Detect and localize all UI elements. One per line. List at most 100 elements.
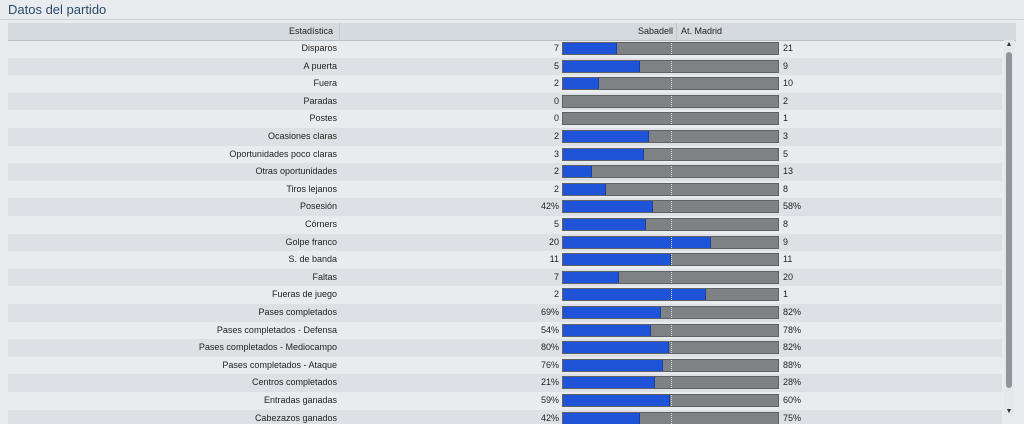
table-row[interactable]: Fueras de juego 2 1 <box>8 286 1002 304</box>
stat-label: Postes <box>309 113 337 124</box>
stat-label: Tiros lejanos <box>286 183 337 194</box>
midpoint-marker <box>670 324 672 336</box>
header-left-team[interactable]: Sabadell <box>563 23 677 40</box>
comparison-bar <box>562 130 779 143</box>
table-row[interactable]: Pases completados - Defensa 54% 78% <box>8 322 1002 340</box>
comparison-bar <box>562 165 779 179</box>
table-row[interactable]: S. de banda 11 11 <box>8 251 1002 269</box>
comparison-bar <box>562 94 779 108</box>
left-team-fill <box>563 43 617 54</box>
right-team-value: 8 <box>783 183 789 194</box>
right-team-value: 3 <box>783 131 789 141</box>
left-team-fill <box>563 131 649 142</box>
right-team-value: 82% <box>783 307 802 317</box>
right-team-value: 20 <box>783 271 794 282</box>
scroll-down-icon[interactable]: ▼ <box>1005 408 1013 415</box>
left-team-fill <box>563 148 644 160</box>
left-team-value: 69% <box>540 307 559 317</box>
left-team-fill <box>563 289 707 301</box>
vertical-scrollbar[interactable]: ▲ ▼ <box>1004 40 1014 416</box>
right-team-value: 88% <box>783 359 802 370</box>
table-row[interactable]: Postes 0 1 <box>8 110 1002 128</box>
left-team-fill <box>563 236 712 248</box>
table-row[interactable]: Faltas 7 20 <box>8 268 1002 287</box>
table-row[interactable]: Córners 5 8 <box>8 216 1002 234</box>
table-row[interactable]: Centros completados 21% 28% <box>8 374 1002 392</box>
midpoint-marker <box>670 43 672 54</box>
scroll-thumb[interactable] <box>1006 52 1012 388</box>
table-row[interactable]: Cabezazos ganados 42% 75% <box>8 409 1002 424</box>
header-right-team[interactable]: At. Madrid <box>681 26 723 36</box>
left-team-value: 80% <box>540 342 559 353</box>
comparison-bar <box>562 411 779 424</box>
left-team-value: 76% <box>540 359 559 370</box>
comparison-bar <box>562 182 779 196</box>
table-row[interactable]: Oportunidades poco claras 3 5 <box>8 146 1002 164</box>
comparison-bar <box>562 59 779 73</box>
stats-list: Disparos 7 21 A puerta 5 9 Fuera 2 10 Paradas 0 2 Po… <box>8 40 1002 424</box>
table-row[interactable]: Disparos 7 21 <box>8 40 1002 58</box>
midpoint-marker <box>670 183 672 195</box>
table-row[interactable]: Pases completados - Ataque 76% 88% <box>8 357 1002 375</box>
left-team-value: 0 <box>553 95 559 106</box>
stat-label: Pases completados - Mediocampo <box>198 342 337 353</box>
right-team-value: 1 <box>783 289 789 300</box>
comparison-bar <box>562 376 779 390</box>
right-team-value: 82% <box>783 342 802 353</box>
left-team-value: 2 <box>553 78 559 89</box>
comparison-bar <box>562 77 779 91</box>
right-team-value: 11 <box>783 254 793 265</box>
right-team-value: 5 <box>783 148 789 159</box>
left-team-value: 20 <box>548 236 559 247</box>
table-row[interactable]: Fuera 2 10 <box>8 75 1002 93</box>
right-team-value: 78% <box>783 324 802 335</box>
right-team-value: 75% <box>783 412 802 423</box>
comparison-bar <box>562 306 779 319</box>
stat-label: Centros completados <box>251 377 337 388</box>
midpoint-marker <box>670 95 672 107</box>
midpoint-marker <box>670 359 672 371</box>
comparison-bar <box>562 147 779 161</box>
table-row[interactable]: Tiros lejanos 2 8 <box>8 181 1002 199</box>
stat-label: Cabezazos ganados <box>254 412 337 423</box>
panel-title: Datos del partido <box>8 2 107 17</box>
table-row[interactable]: Otras oportunidades 2 13 <box>8 163 1002 181</box>
left-team-value: 3 <box>553 148 559 159</box>
table-row[interactable]: Pases completados 69% 82% <box>8 304 1002 322</box>
left-team-value: 7 <box>553 271 559 282</box>
right-team-value: 2 <box>783 95 789 106</box>
stat-label: Golpe franco <box>285 236 337 247</box>
stat-label: Entradas ganadas <box>263 395 337 405</box>
stat-label: Ocasiones claras <box>267 131 337 141</box>
left-team-fill <box>563 60 640 72</box>
midpoint-marker <box>670 78 672 90</box>
left-team-fill <box>563 183 606 195</box>
stat-label: Otras oportunidades <box>255 166 337 177</box>
table-row[interactable]: Paradas 0 2 <box>8 92 1002 111</box>
left-team-fill <box>563 412 641 424</box>
stat-label: Córners <box>304 219 337 229</box>
left-team-fill <box>563 359 663 371</box>
comparison-bar <box>562 235 779 249</box>
left-team-value: 21% <box>540 377 559 388</box>
table-row[interactable]: A puerta 5 9 <box>8 57 1002 76</box>
table-row[interactable]: Ocasiones claras 2 3 <box>8 128 1002 146</box>
comparison-bar <box>562 112 779 126</box>
left-team-fill <box>563 271 619 283</box>
stat-label: Disparos <box>301 43 337 53</box>
table-row[interactable]: Pases completados - Mediocampo 80% 82% <box>8 339 1002 357</box>
midpoint-marker <box>670 377 672 389</box>
comparison-bar <box>562 270 779 284</box>
right-team-value: 13 <box>783 166 794 177</box>
header-stat[interactable]: Estadística <box>8 23 340 40</box>
midpoint-marker <box>670 201 672 213</box>
left-team-fill <box>563 324 651 336</box>
left-team-value: 11 <box>549 254 559 265</box>
scroll-up-icon[interactable]: ▲ <box>1005 41 1013 48</box>
table-row[interactable]: Entradas ganadas 59% 60% <box>8 392 1002 410</box>
table-row[interactable]: Posesión 42% 58% <box>8 198 1002 216</box>
left-team-value: 5 <box>553 219 559 229</box>
title-divider <box>0 19 1024 20</box>
comparison-bar <box>562 341 779 355</box>
table-row[interactable]: Golpe franco 20 9 <box>8 233 1002 252</box>
